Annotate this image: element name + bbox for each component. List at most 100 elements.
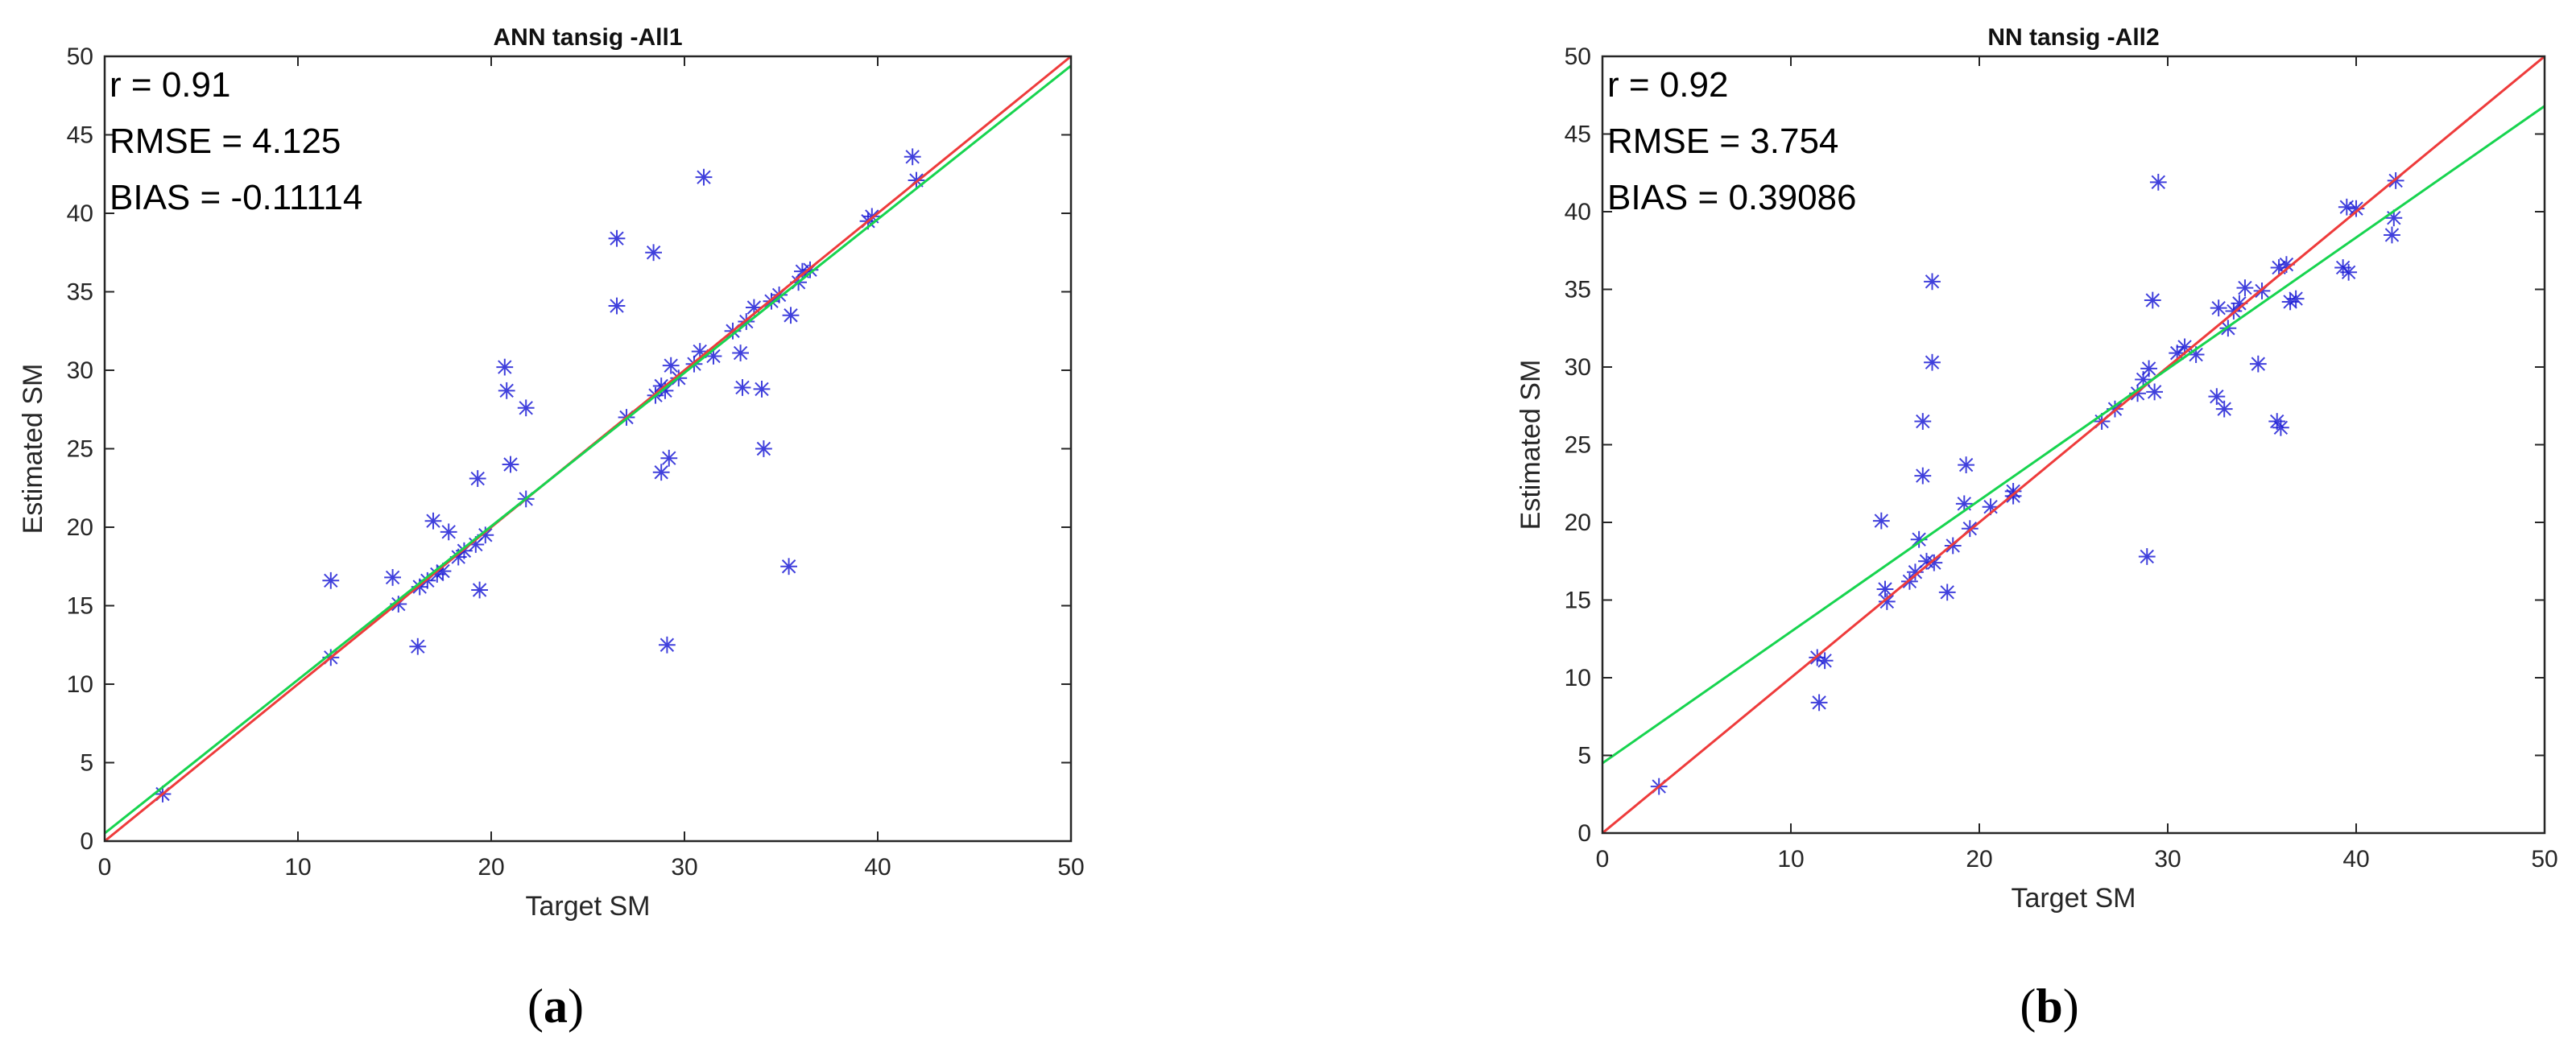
x-axis-label: Target SM	[2012, 883, 2136, 914]
scatter-point	[2176, 338, 2194, 356]
scatter-point	[1914, 467, 1932, 485]
stat-label: BIAS	[1607, 178, 1688, 217]
identity-line	[1602, 56, 2545, 833]
x-tick-label: 20	[478, 854, 504, 881]
scatter-point	[1810, 694, 1828, 712]
stat-label: r	[1607, 65, 1619, 105]
scatter-point	[2236, 279, 2254, 296]
scatter-point	[645, 244, 662, 262]
scatter-point	[1878, 593, 1896, 610]
y-tick-label: 5	[1577, 743, 1591, 769]
y-tick-label: 35	[67, 279, 93, 306]
stat-value: 0.91	[162, 65, 231, 105]
caption-open: (	[2020, 980, 2036, 1033]
x-tick-label: 50	[1057, 854, 1084, 881]
y-tick-label: 20	[1565, 509, 1591, 536]
caption-letter: b	[2036, 980, 2062, 1033]
stat-equals: =	[1688, 178, 1728, 217]
stat-equals: =	[1619, 65, 1660, 105]
scatter-point	[753, 381, 771, 398]
scatter-point	[656, 382, 674, 399]
scatter-point	[496, 358, 514, 376]
y-tick-label: 45	[1565, 122, 1591, 148]
y-tick-label: 25	[67, 436, 93, 463]
stat-annotation: r = 0.92	[1607, 65, 1728, 105]
stat-annotation: r = 0.91	[110, 65, 230, 105]
scatter-point	[608, 297, 626, 315]
scatter-point	[780, 558, 797, 576]
x-tick-label: 30	[2154, 846, 2181, 873]
scatter-point	[2138, 548, 2156, 565]
stat-equals: =	[122, 65, 162, 105]
scatter-point	[322, 571, 340, 589]
scatter-point	[1925, 554, 1943, 571]
scatter-point	[695, 168, 713, 186]
scatter-point	[1816, 652, 1834, 670]
x-tick-label: 30	[671, 854, 697, 881]
scatter-point	[660, 449, 678, 467]
scatter-point	[659, 636, 676, 654]
y-tick-label: 25	[1565, 432, 1591, 459]
y-tick-label: 30	[67, 357, 93, 384]
y-tick-label: 35	[1565, 277, 1591, 303]
chart-title: NN tansig -All2	[1987, 24, 2159, 51]
scatter-point	[2210, 299, 2227, 317]
x-tick-label: 50	[2531, 846, 2557, 873]
caption-open: (	[527, 980, 544, 1033]
stat-annotation: BIAS = 0.39086	[1607, 178, 1857, 217]
stat-equals: =	[1710, 122, 1750, 161]
x-axis-label: Target SM	[526, 891, 651, 922]
scatter-point	[471, 581, 488, 599]
scatter-point	[2140, 360, 2157, 377]
y-tick-label: 15	[1565, 588, 1591, 614]
scatter-point	[2384, 226, 2400, 244]
scatter-point	[440, 523, 457, 541]
stat-equals: =	[212, 122, 252, 161]
y-tick-label: 5	[80, 750, 93, 777]
scatter-point	[502, 456, 519, 473]
chart-title: ANN tansig -All1	[493, 24, 682, 51]
scatter-point	[2208, 388, 2226, 406]
scatter-point	[2347, 200, 2365, 217]
panel-a: 0 10 20 30 40 50 0 5 10 15 20 25 30 35 40 45 50 ANN tansi…	[18, 24, 1085, 1033]
stat-value: 3.754	[1750, 122, 1838, 161]
fit-line	[105, 64, 1071, 835]
stat-equals: =	[190, 178, 230, 217]
caption-close: )	[2063, 980, 2079, 1033]
y-tick-label: 10	[67, 671, 93, 698]
y-tick-label: 50	[1565, 43, 1591, 70]
stat-annotation: RMSE = 4.125	[110, 122, 341, 161]
scatter-point	[1914, 413, 1932, 430]
y-axis-label: Estimated SM	[18, 364, 48, 534]
panel-caption: (a)	[527, 980, 584, 1033]
scatter-point	[732, 344, 749, 361]
scatter-point	[517, 399, 535, 417]
stat-value: 0.39086	[1728, 178, 1856, 217]
panel-caption: (b)	[2020, 980, 2078, 1033]
scatter-point	[1872, 512, 1890, 530]
y-tick-label: 30	[1565, 354, 1591, 381]
y-tick-label: 10	[1565, 665, 1591, 691]
y-tick-label: 0	[1577, 820, 1591, 847]
y-tick-label: 15	[67, 593, 93, 620]
scatter-point	[424, 512, 442, 530]
stat-annotation: BIAS = -0.11114	[110, 178, 362, 217]
caption-close: )	[568, 980, 584, 1033]
x-tick-label: 20	[1966, 846, 1992, 873]
scatter-point	[2187, 346, 2205, 363]
fit-line	[1602, 105, 2545, 765]
x-tick-label: 40	[2342, 846, 2369, 873]
scatter-point	[2004, 483, 2022, 500]
scatter-point	[652, 464, 670, 481]
scatter-point	[782, 307, 800, 324]
scatter-point	[1910, 530, 1928, 548]
stat-value: 0.92	[1660, 65, 1729, 105]
scatter-point	[608, 229, 626, 247]
x-tick-label: 40	[864, 854, 891, 881]
stat-label: RMSE	[1607, 122, 1710, 161]
y-axis-label: Estimated SM	[1515, 360, 1546, 530]
scatter-point	[2149, 173, 2167, 191]
stat-annotation: RMSE = 3.754	[1607, 122, 1838, 161]
scatter-point	[2144, 291, 2161, 309]
